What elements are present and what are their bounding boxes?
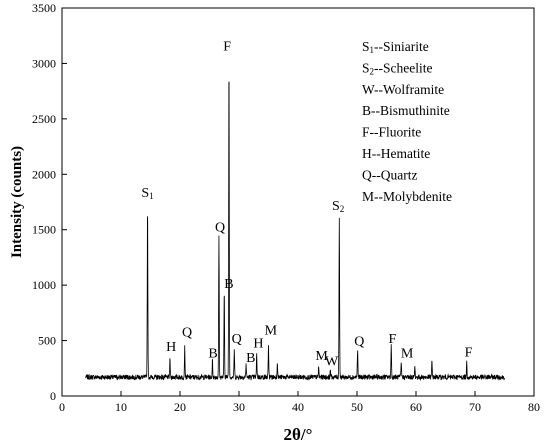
legend-entry: S1--Siniarite (362, 39, 429, 55)
x-tick-label: 80 (528, 400, 540, 414)
plot-area-frame (61, 7, 535, 397)
legend-mineral-name: --Scheelite (374, 60, 432, 75)
x-tick-label: 60 (410, 400, 422, 414)
peak-label: S1 (141, 186, 153, 201)
peak-label-symbol: M (265, 323, 278, 338)
legend-symbol: B (362, 103, 371, 118)
legend-entry: S2--Scheelite (362, 60, 433, 76)
peak-label-symbol: F (389, 332, 397, 347)
peak-label: H (253, 337, 263, 352)
y-axis: 0 500 1000 1500 2000 2500 3000 3500 (32, 1, 67, 403)
peak-label-symbol: S (332, 199, 340, 214)
peak-label: B (224, 277, 233, 292)
peak-label-symbol: Q (354, 334, 364, 349)
peak-label-subscript: 2 (340, 204, 345, 214)
peak-label: M (265, 323, 278, 338)
legend-subscript: 1 (370, 45, 375, 55)
legend-symbol: W (362, 82, 375, 97)
peak-label: F (389, 332, 397, 347)
peak-label: B (208, 347, 217, 362)
diffraction-pattern-line (85, 81, 505, 382)
legend-entry: H--Hematite (362, 146, 430, 161)
legend-mineral-name: --Molybdenite (374, 189, 452, 204)
peak-label: B (246, 351, 255, 366)
peak-label: M (315, 349, 328, 364)
y-axis-title: Intensity (counts) (9, 146, 25, 258)
legend-mineral-name: --Quartz (372, 167, 418, 182)
peak-label: W (325, 354, 339, 369)
x-tick-label: 30 (233, 400, 245, 414)
peak-label: M (401, 347, 414, 362)
peak-label-symbol: F (465, 346, 473, 361)
x-tick-label: 40 (292, 400, 304, 414)
x-tick-label: 70 (469, 400, 481, 414)
x-axis: 0 10 20 30 40 50 60 70 80 (59, 391, 540, 414)
x-tick-label: 50 (351, 400, 363, 414)
peak-label: Q (215, 220, 225, 235)
peak-label-symbol: S (141, 186, 149, 201)
legend-mineral-name: --Bismuthinite (371, 103, 450, 118)
peak-label-symbol: H (166, 340, 176, 355)
peak-label-symbol: W (325, 354, 339, 369)
peak-label-symbol: F (223, 40, 231, 55)
x-axis-title: 2θ/° (284, 425, 313, 444)
y-tick-label: 500 (38, 334, 56, 348)
y-tick-label: 1500 (32, 223, 56, 237)
legend-symbol: M (362, 189, 374, 204)
peak-label-symbol: Q (182, 326, 192, 341)
peak-label-symbol: Q (215, 220, 225, 235)
legend-mineral-name: --Siniarite (374, 39, 429, 54)
peak-label-symbol: M (315, 349, 328, 364)
legend-entry: W--Wolframite (362, 82, 444, 97)
peak-label: F (465, 346, 473, 361)
peak-label-symbol: H (253, 337, 263, 352)
legend-entry: Q--Quartz (362, 167, 417, 182)
y-tick-label: 2000 (32, 167, 56, 181)
peak-label-symbol: Q (232, 332, 242, 347)
peak-label: Q (232, 332, 242, 347)
y-tick-label: 2500 (32, 112, 56, 126)
x-tick-label: 0 (59, 400, 65, 414)
legend-symbol: Q (362, 167, 372, 182)
x-tick-label: 20 (174, 400, 186, 414)
peak-label-symbol: B (246, 351, 255, 366)
legend-entry: M--Molybdenite (362, 189, 452, 204)
y-tick-label: 1000 (32, 278, 56, 292)
peak-label-symbol: M (401, 347, 414, 362)
peak-label: F (223, 40, 231, 55)
legend-entry: F--Fluorite (362, 125, 421, 140)
legend-symbol: S (362, 39, 370, 54)
legend-subscript: 2 (370, 66, 375, 76)
peak-label: Q (182, 326, 192, 341)
legend-entry: B--Bismuthinite (362, 103, 450, 118)
legend-mineral-name: --Wolframite (374, 82, 444, 97)
peak-label: S2 (332, 199, 344, 214)
legend-symbol: F (362, 125, 370, 140)
legend-mineral-name: --Fluorite (370, 125, 422, 140)
legend-symbol: H (362, 146, 372, 161)
peak-label-symbol: B (224, 277, 233, 292)
peak-label: Q (354, 334, 364, 349)
y-tick-label: 0 (50, 389, 56, 403)
legend-symbol: S (362, 60, 370, 75)
x-tick-label: 10 (115, 400, 127, 414)
y-tick-label: 3500 (32, 1, 56, 15)
y-tick-label: 3000 (32, 56, 56, 70)
peak-label-subscript: 1 (149, 191, 154, 201)
peak-label-symbol: B (208, 347, 217, 362)
legend: S1--SiniariteS2--ScheeliteW--WolframiteB… (362, 39, 452, 204)
legend-mineral-name: --Hematite (372, 146, 430, 161)
peak-label: H (166, 340, 176, 355)
